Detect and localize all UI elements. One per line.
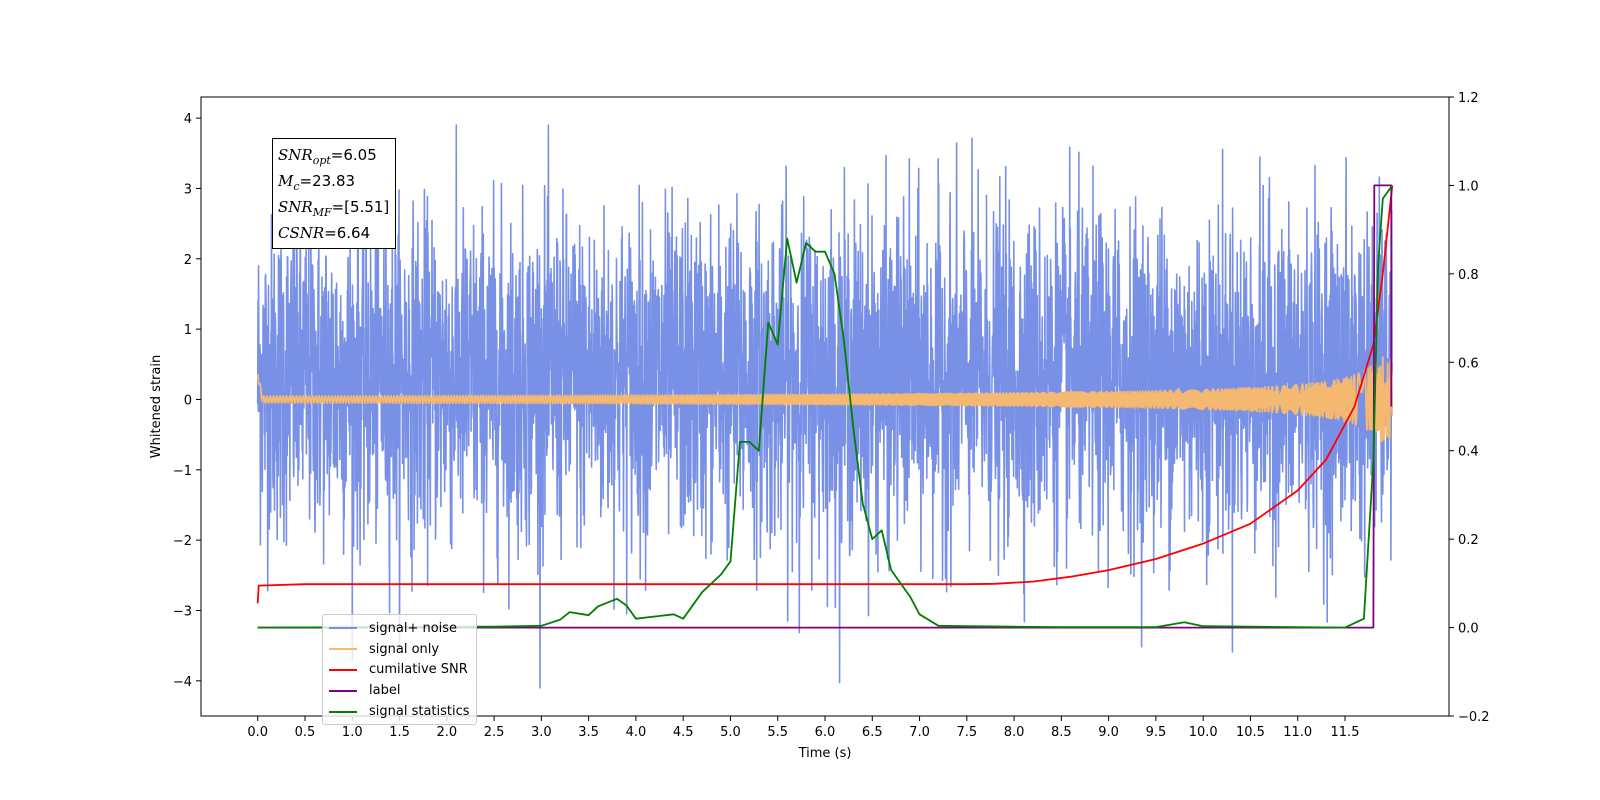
y2-tick-label: −0.2 [1458, 710, 1490, 725]
y-axis-label: Whitened strain [149, 355, 164, 458]
x-tick-label: 8.0 [1004, 725, 1025, 740]
y-tick-label: −1 [173, 464, 192, 479]
legend-label: signal only [369, 641, 440, 657]
legend-label: cumilative SNR [369, 662, 468, 678]
x-tick-label: 3.5 [578, 725, 599, 740]
annotation-box: SNRopt=6.05 Mc=23.83 SNRMF=[5.51] CSNR=6… [272, 138, 397, 249]
y-tick-label: −3 [173, 604, 192, 619]
x-tick-label: 9.0 [1098, 725, 1119, 740]
series-line-signal-noise [256, 124, 1394, 689]
legend-label: label [369, 683, 401, 699]
series-line-signal-statistics [257, 184, 1394, 629]
y2-tick-label: 0.4 [1458, 445, 1479, 460]
y-tick-label: 3 [184, 182, 192, 197]
snr-mf-value: =[5.51] [331, 198, 390, 216]
y2-tick-label: 0.2 [1458, 533, 1479, 548]
y-tick-label: −2 [173, 534, 192, 549]
legend-item-signal-statistics: signal statistics [329, 701, 470, 722]
snr-opt-line: SNRopt=6.05 [278, 146, 377, 167]
y2-tick-label: 0.6 [1458, 356, 1479, 371]
x-tick-label: 9.5 [1146, 725, 1167, 740]
legend-item-cumulative-snr: cumilative SNR [329, 660, 470, 681]
x-tick-label: 2.5 [484, 725, 505, 740]
legend: signal+ noise signal only cumilative SNR… [322, 614, 477, 725]
x-tick-label: 5.5 [767, 725, 788, 740]
y-axis: 4 3 2 1 0 −1 −2 −3 −4 [173, 112, 201, 690]
x-tick-label: 6.5 [862, 725, 883, 740]
legend-item-signal-only: signal only [329, 639, 470, 660]
y2-tick-label: 1.2 [1458, 91, 1479, 106]
y2-tick-label: 1.0 [1458, 179, 1479, 194]
y-tick-label: 1 [184, 323, 192, 338]
x-tick-label: 4.0 [626, 725, 647, 740]
y-tick-label: 2 [184, 253, 192, 268]
x-tick-label: 4.5 [673, 725, 694, 740]
legend-item-signal-noise: signal+ noise [329, 618, 470, 639]
legend-label: signal+ noise [369, 620, 458, 636]
csnr-line: CSNR=6.64 [278, 224, 371, 242]
x-tick-label: 11.5 [1331, 725, 1360, 740]
series-line-cumilative-snr [256, 185, 1394, 604]
x-tick-label: 0.5 [295, 725, 316, 740]
y2-tick-label: 0.0 [1458, 622, 1479, 637]
x-tick-label: 2.0 [436, 725, 457, 740]
legend-item-label: label [329, 680, 470, 701]
y-tick-label: 0 [184, 393, 192, 408]
mc-value: =23.83 [299, 172, 356, 190]
legend-label: signal statistics [369, 704, 470, 720]
x-tick-label: 5.0 [720, 725, 741, 740]
x-tick-label: 0.0 [247, 725, 268, 740]
series-line-label [257, 184, 1393, 629]
x-tick-label: 10.0 [1189, 725, 1218, 740]
y-tick-label: −4 [173, 675, 192, 690]
x-tick-label: 7.0 [909, 725, 930, 740]
snr-mf-line: SNRMF=[5.51] [278, 198, 390, 219]
snr-opt-value: =6.05 [330, 146, 377, 164]
x-tick-label: 11.0 [1283, 725, 1312, 740]
csnr-value: =6.64 [324, 224, 371, 242]
x-tick-label: 6.0 [815, 725, 836, 740]
x-tick-label: 10.5 [1236, 725, 1265, 740]
x-axis: 0.0 0.5 1.0 1.5 2.0 2.5 3.0 3.5 4.0 4.5 5.0 5.5 6.0 6… [247, 716, 1359, 740]
x-tick-label: 1.5 [389, 725, 410, 740]
y-tick-label: 4 [184, 112, 192, 127]
y2-tick-label: 0.8 [1458, 268, 1479, 283]
plot-frame [200, 96, 1450, 717]
y2-axis: 1.2 1.0 0.8 0.6 0.4 0.2 0.0 −0.2 [1449, 91, 1490, 725]
x-axis-label: Time (s) [798, 746, 852, 761]
x-tick-label: 3.0 [531, 725, 552, 740]
series-line-signal-only [256, 356, 1394, 443]
mc-line: Mc=23.83 [278, 172, 356, 193]
x-tick-label: 8.5 [1051, 725, 1072, 740]
series-layer [256, 124, 1394, 689]
x-tick-label: 1.0 [342, 725, 363, 740]
x-tick-label: 7.5 [956, 725, 977, 740]
